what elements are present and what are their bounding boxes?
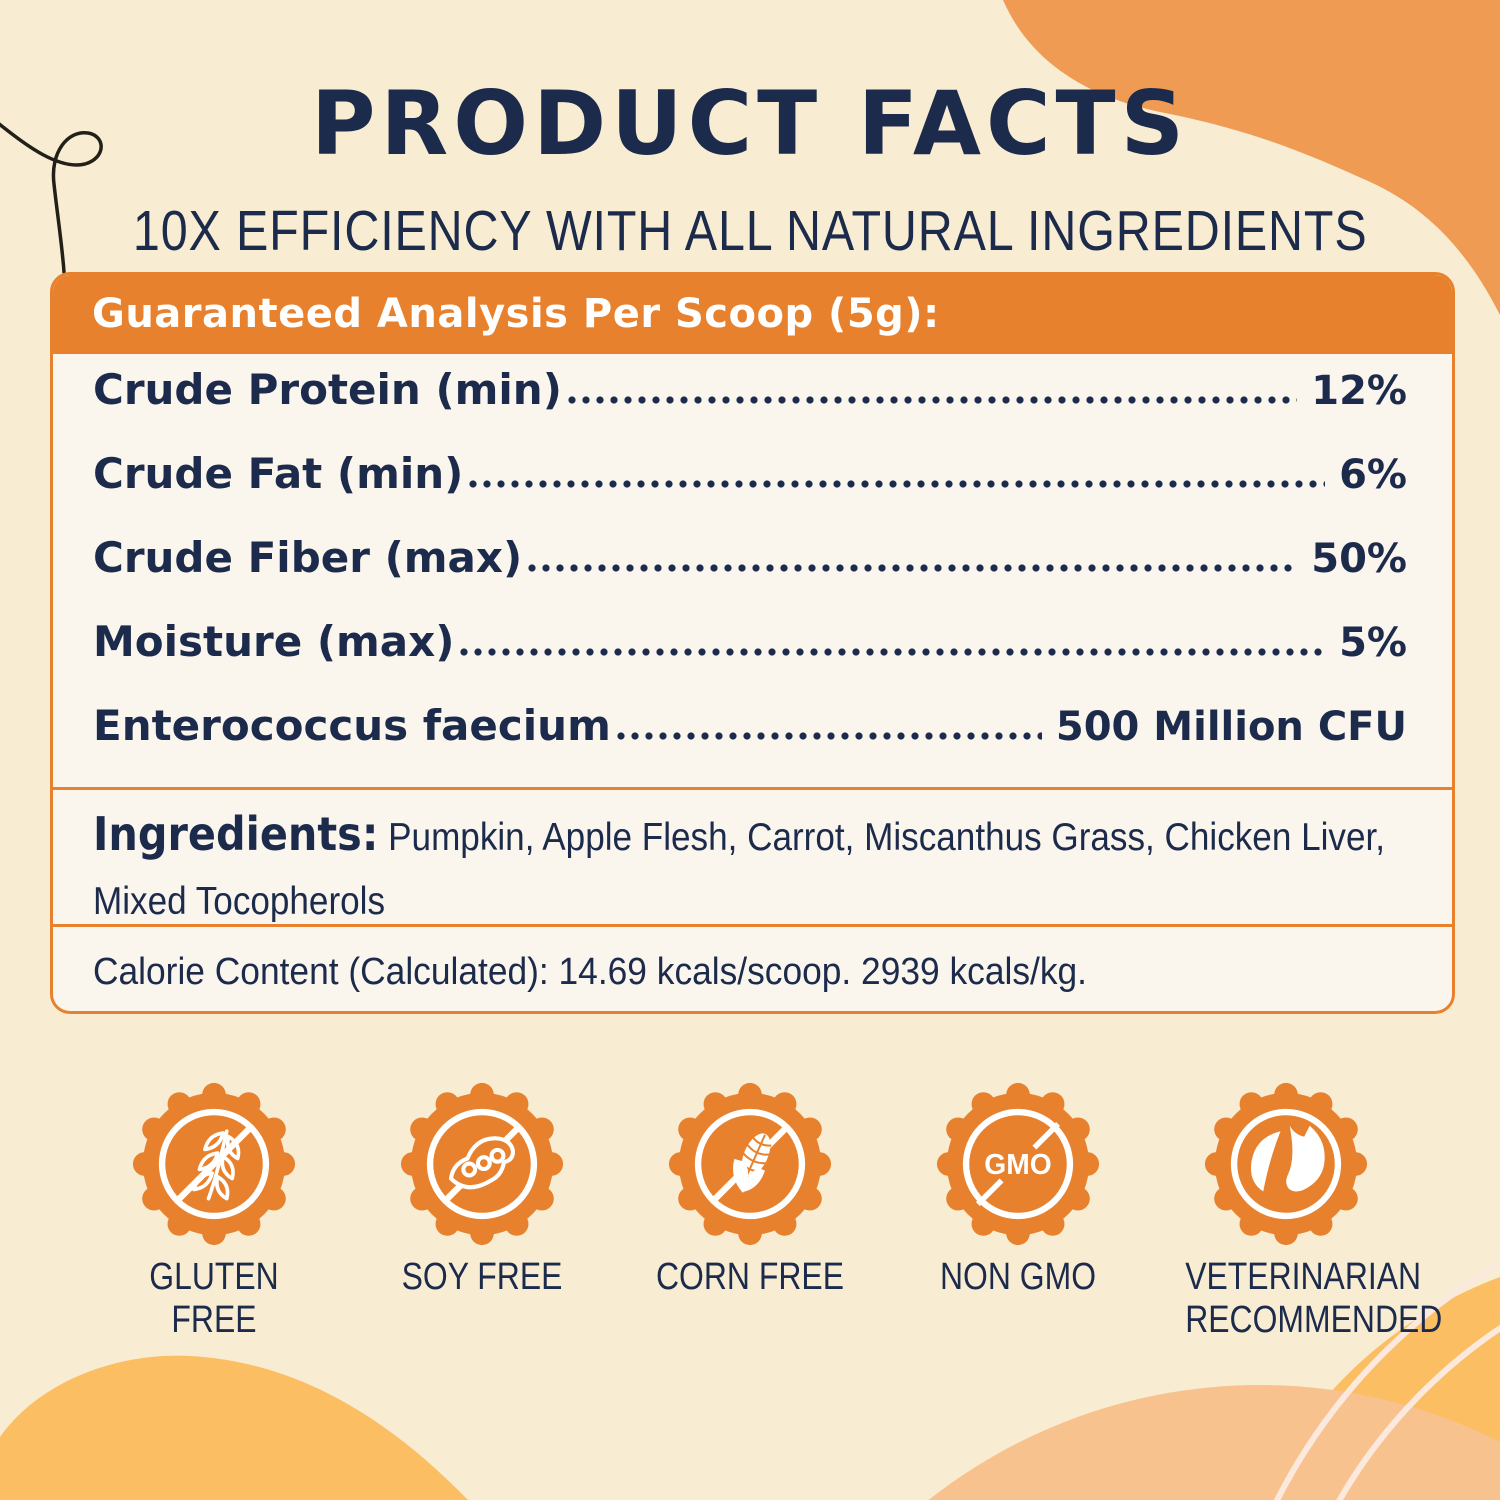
badge-non-gmo: GMO NON GMO — [898, 1082, 1138, 1341]
dotted-leader — [467, 480, 1326, 488]
analysis-rows: Crude Protein (min) 12% Crude Fat (min) … — [53, 354, 1452, 787]
certification-badges: GLUTEN FREE SOY FREE — [94, 1082, 1443, 1341]
row-label: Moisture (max) — [93, 617, 455, 666]
badge-gluten-free: GLUTEN FREE — [94, 1082, 334, 1341]
squiggle-line — [0, 122, 103, 274]
badge-label: NON GMO — [939, 1256, 1097, 1298]
page-subtitle: 10X EFFICIENCY WITH ALL NATURAL INGREDIE… — [132, 199, 1368, 263]
row-value: 12% — [1311, 368, 1407, 414]
badge-label: SOY FREE — [401, 1256, 563, 1298]
table-row: Moisture (max) 5% — [93, 617, 1407, 701]
ingredients-section: Ingredients: Pumpkin, Apple Flesh, Carro… — [53, 790, 1452, 924]
gmo-icon-text: GMO — [984, 1148, 1051, 1180]
row-value: 500 Million CFU — [1055, 704, 1407, 750]
calorie-section: Calorie Content (Calculated): 14.69 kcal… — [53, 927, 1452, 1011]
ingredients-label: Ingredients: — [93, 807, 379, 861]
row-value: 5% — [1339, 620, 1407, 666]
row-label: Crude Protein (min) — [93, 365, 562, 414]
analysis-heading: Guaranteed Analysis Per Scoop (5g): — [92, 291, 940, 337]
corn-crossed-icon — [668, 1082, 832, 1246]
gmo-crossed-icon: GMO — [936, 1082, 1100, 1246]
table-row: Crude Fat (min) 6% — [93, 449, 1407, 533]
section-divider — [53, 787, 1452, 790]
badge-veterinarian-recommended: VETERINARIAN RECOMMENDED — [1166, 1082, 1443, 1341]
table-row: Enterococcus faecium 500 Million CFU — [93, 701, 1407, 785]
ingredients-list: Pumpkin, Apple Flesh, Carrot, Miscanthus… — [93, 816, 1385, 923]
section-divider — [53, 924, 1452, 927]
row-label: Crude Fat (min) — [93, 449, 464, 498]
badge-label: GLUTEN FREE — [149, 1256, 279, 1341]
row-value: 6% — [1339, 452, 1407, 498]
page-subtitle-wrap: 10X EFFICIENCY WITH ALL NATURAL INGREDIE… — [0, 198, 1500, 264]
soy-pod-crossed-icon — [400, 1082, 564, 1246]
ingredients-text-block: Ingredients: Pumpkin, Apple Flesh, Carro… — [93, 806, 1418, 924]
dotted-leader — [526, 564, 1298, 572]
bottom-left-hill — [0, 1355, 468, 1500]
table-row: Crude Protein (min) 12% — [93, 365, 1407, 449]
badge-label: CORN FREE — [655, 1256, 844, 1298]
badge-label: VETERINARIAN RECOMMENDED — [1185, 1256, 1443, 1341]
calorie-content-text: Calorie Content (Calculated): 14.69 kcal… — [93, 951, 1087, 993]
badge-soy-free: SOY FREE — [362, 1082, 602, 1341]
row-label: Crude Fiber (max) — [93, 533, 523, 582]
analysis-header-bar: Guaranteed Analysis Per Scoop (5g): — [53, 275, 1452, 354]
dotted-leader — [565, 396, 1298, 404]
dog-cat-icon — [1204, 1082, 1368, 1246]
row-value: 50% — [1311, 536, 1407, 582]
wheat-crossed-icon — [132, 1082, 296, 1246]
dotted-leader — [458, 648, 1326, 656]
badge-corn-free: CORN FREE — [630, 1082, 870, 1341]
dotted-leader — [614, 732, 1042, 740]
row-label: Enterococcus faecium — [93, 701, 611, 750]
table-row: Crude Fiber (max) 50% — [93, 533, 1407, 617]
top-right-blob — [1003, 0, 1500, 315]
guaranteed-analysis-panel: Guaranteed Analysis Per Scoop (5g): Crud… — [50, 272, 1455, 1014]
page-title: PRODUCT FACTS — [311, 72, 1189, 175]
